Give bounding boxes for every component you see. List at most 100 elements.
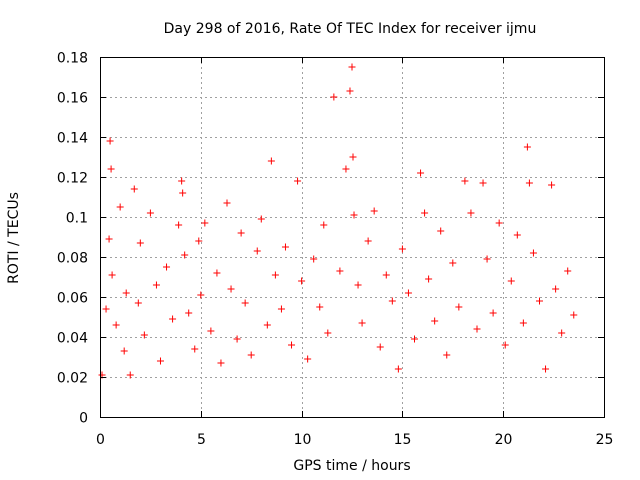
data-point: [364, 237, 372, 245]
x-tick-labels: 0 5 10 15 20 25: [96, 432, 613, 448]
data-points: [98, 63, 578, 379]
x-axis-label: GPS time / hours: [293, 458, 410, 474]
data-point: [108, 271, 116, 279]
data-point: [223, 199, 231, 207]
data-point: [316, 303, 324, 311]
data-point: [310, 255, 318, 263]
x-tick-label: 10: [294, 432, 312, 448]
data-point: [146, 209, 154, 217]
data-point: [529, 249, 537, 257]
data-point: [178, 177, 186, 185]
data-point: [294, 177, 302, 185]
data-point: [421, 209, 429, 217]
data-point: [195, 237, 203, 245]
y-tick-label: 0.02: [57, 371, 88, 387]
data-point: [152, 281, 160, 289]
data-point: [179, 189, 187, 197]
y-axis-label: ROTI / TECUs: [6, 192, 22, 284]
data-point: [156, 357, 164, 365]
x-tick-label: 25: [596, 432, 614, 448]
data-point: [552, 285, 560, 293]
data-point: [247, 351, 255, 359]
data-point: [130, 185, 138, 193]
data-point: [330, 93, 338, 101]
data-point: [107, 165, 115, 173]
data-point: [548, 181, 556, 189]
data-point: [354, 281, 362, 289]
data-point: [120, 347, 128, 355]
data-point: [126, 371, 134, 379]
data-point: [483, 255, 491, 263]
data-point: [437, 227, 445, 235]
x-tick-label: 5: [197, 432, 206, 448]
data-point: [404, 289, 412, 297]
data-point: [519, 319, 527, 327]
data-point: [271, 271, 279, 279]
y-tick-label: 0: [79, 411, 88, 427]
data-point: [169, 315, 177, 323]
data-point: [410, 335, 418, 343]
data-point: [134, 299, 142, 307]
data-point: [564, 267, 572, 275]
axis-ticks: [100, 57, 605, 418]
data-point: [542, 365, 550, 373]
data-point: [507, 277, 515, 285]
data-point: [102, 305, 110, 313]
data-point: [346, 87, 354, 95]
data-point: [237, 229, 245, 237]
grid-lines: [100, 57, 604, 417]
data-point: [181, 251, 189, 259]
data-point: [350, 211, 358, 219]
y-tick-label: 0.06: [57, 291, 88, 307]
data-point: [425, 275, 433, 283]
data-point: [136, 239, 144, 247]
data-point: [106, 137, 114, 145]
data-point: [495, 219, 503, 227]
data-point: [304, 355, 312, 363]
data-point: [370, 207, 378, 215]
data-point: [431, 317, 439, 325]
data-point: [185, 309, 193, 317]
data-point: [398, 245, 406, 253]
data-point: [324, 329, 332, 337]
plot-frame: [100, 57, 605, 418]
x-tick-label: 15: [394, 432, 412, 448]
data-point: [241, 299, 249, 307]
data-point: [388, 297, 396, 305]
data-point: [217, 359, 225, 367]
data-point: [473, 325, 481, 333]
data-point: [105, 235, 113, 243]
data-point: [342, 165, 350, 173]
data-point: [382, 271, 390, 279]
y-tick-label: 0.16: [57, 91, 88, 107]
y-tick-label: 0.04: [57, 331, 88, 347]
data-point: [298, 277, 306, 285]
data-point: [277, 305, 285, 313]
data-point: [122, 289, 130, 297]
data-point: [449, 259, 457, 267]
data-point: [523, 143, 531, 151]
data-point: [116, 203, 124, 211]
data-point: [479, 179, 487, 187]
data-point: [163, 263, 171, 271]
data-point: [175, 221, 183, 229]
y-tick-label: 0.18: [57, 51, 88, 67]
data-point: [461, 177, 469, 185]
data-point: [233, 335, 241, 343]
data-point: [267, 157, 275, 165]
x-tick-label: 20: [495, 432, 513, 448]
y-tick-label: 0.1: [66, 211, 88, 227]
data-point: [191, 345, 199, 353]
data-point: [227, 285, 235, 293]
data-point: [455, 303, 463, 311]
data-point: [358, 319, 366, 327]
y-tick-label: 0.08: [57, 251, 88, 267]
data-point: [558, 329, 566, 337]
data-point: [417, 169, 425, 177]
y-tick-label: 0.14: [57, 131, 88, 147]
data-point: [320, 221, 328, 229]
data-point: [394, 365, 402, 373]
data-point: [443, 351, 451, 359]
data-point: [376, 343, 384, 351]
